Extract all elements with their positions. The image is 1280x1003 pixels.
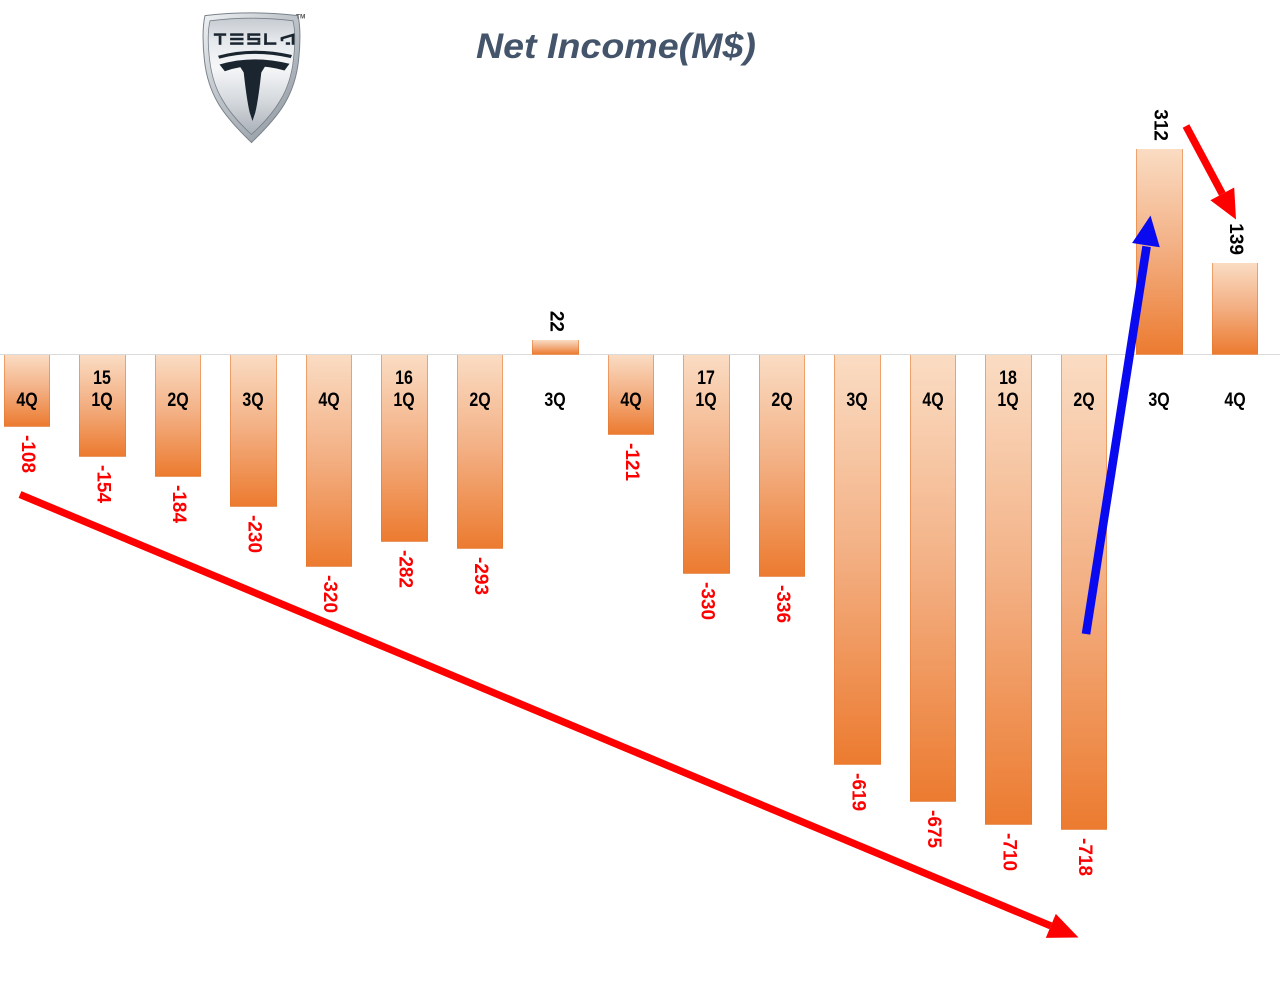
svg-text:TM: TM [296, 14, 305, 21]
